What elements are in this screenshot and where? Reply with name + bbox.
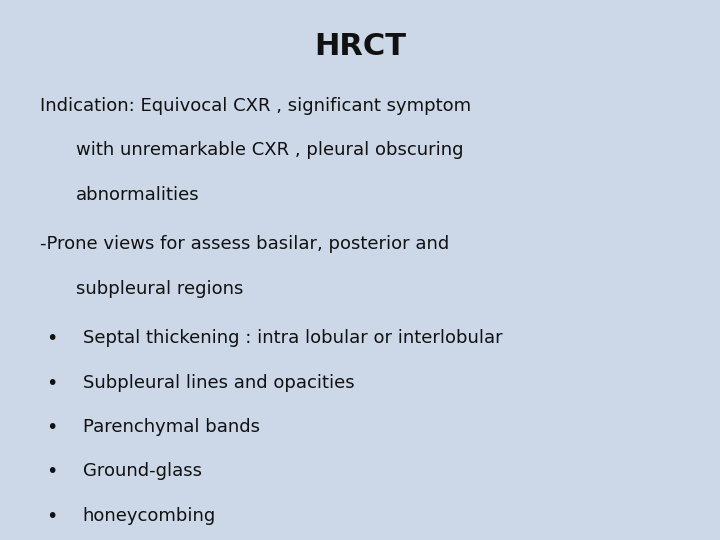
Text: Indication: Equivocal CXR , significant symptom: Indication: Equivocal CXR , significant …: [40, 97, 471, 115]
Text: •: •: [46, 462, 58, 481]
Text: subpleural regions: subpleural regions: [76, 280, 243, 298]
Text: abnormalities: abnormalities: [76, 186, 199, 204]
Text: Parenchymal bands: Parenchymal bands: [83, 418, 260, 436]
Text: •: •: [46, 418, 58, 437]
Text: HRCT: HRCT: [314, 32, 406, 62]
Text: -Prone views for assess basilar, posterior and: -Prone views for assess basilar, posteri…: [40, 235, 449, 253]
Text: •: •: [46, 329, 58, 348]
Text: •: •: [46, 374, 58, 393]
Text: Subpleural lines and opacities: Subpleural lines and opacities: [83, 374, 354, 391]
Text: with unremarkable CXR , pleural obscuring: with unremarkable CXR , pleural obscurin…: [76, 141, 463, 159]
Text: Septal thickening : intra lobular or interlobular: Septal thickening : intra lobular or int…: [83, 329, 503, 347]
Text: Ground-glass: Ground-glass: [83, 462, 202, 480]
Text: •: •: [46, 507, 58, 525]
Text: honeycombing: honeycombing: [83, 507, 216, 524]
